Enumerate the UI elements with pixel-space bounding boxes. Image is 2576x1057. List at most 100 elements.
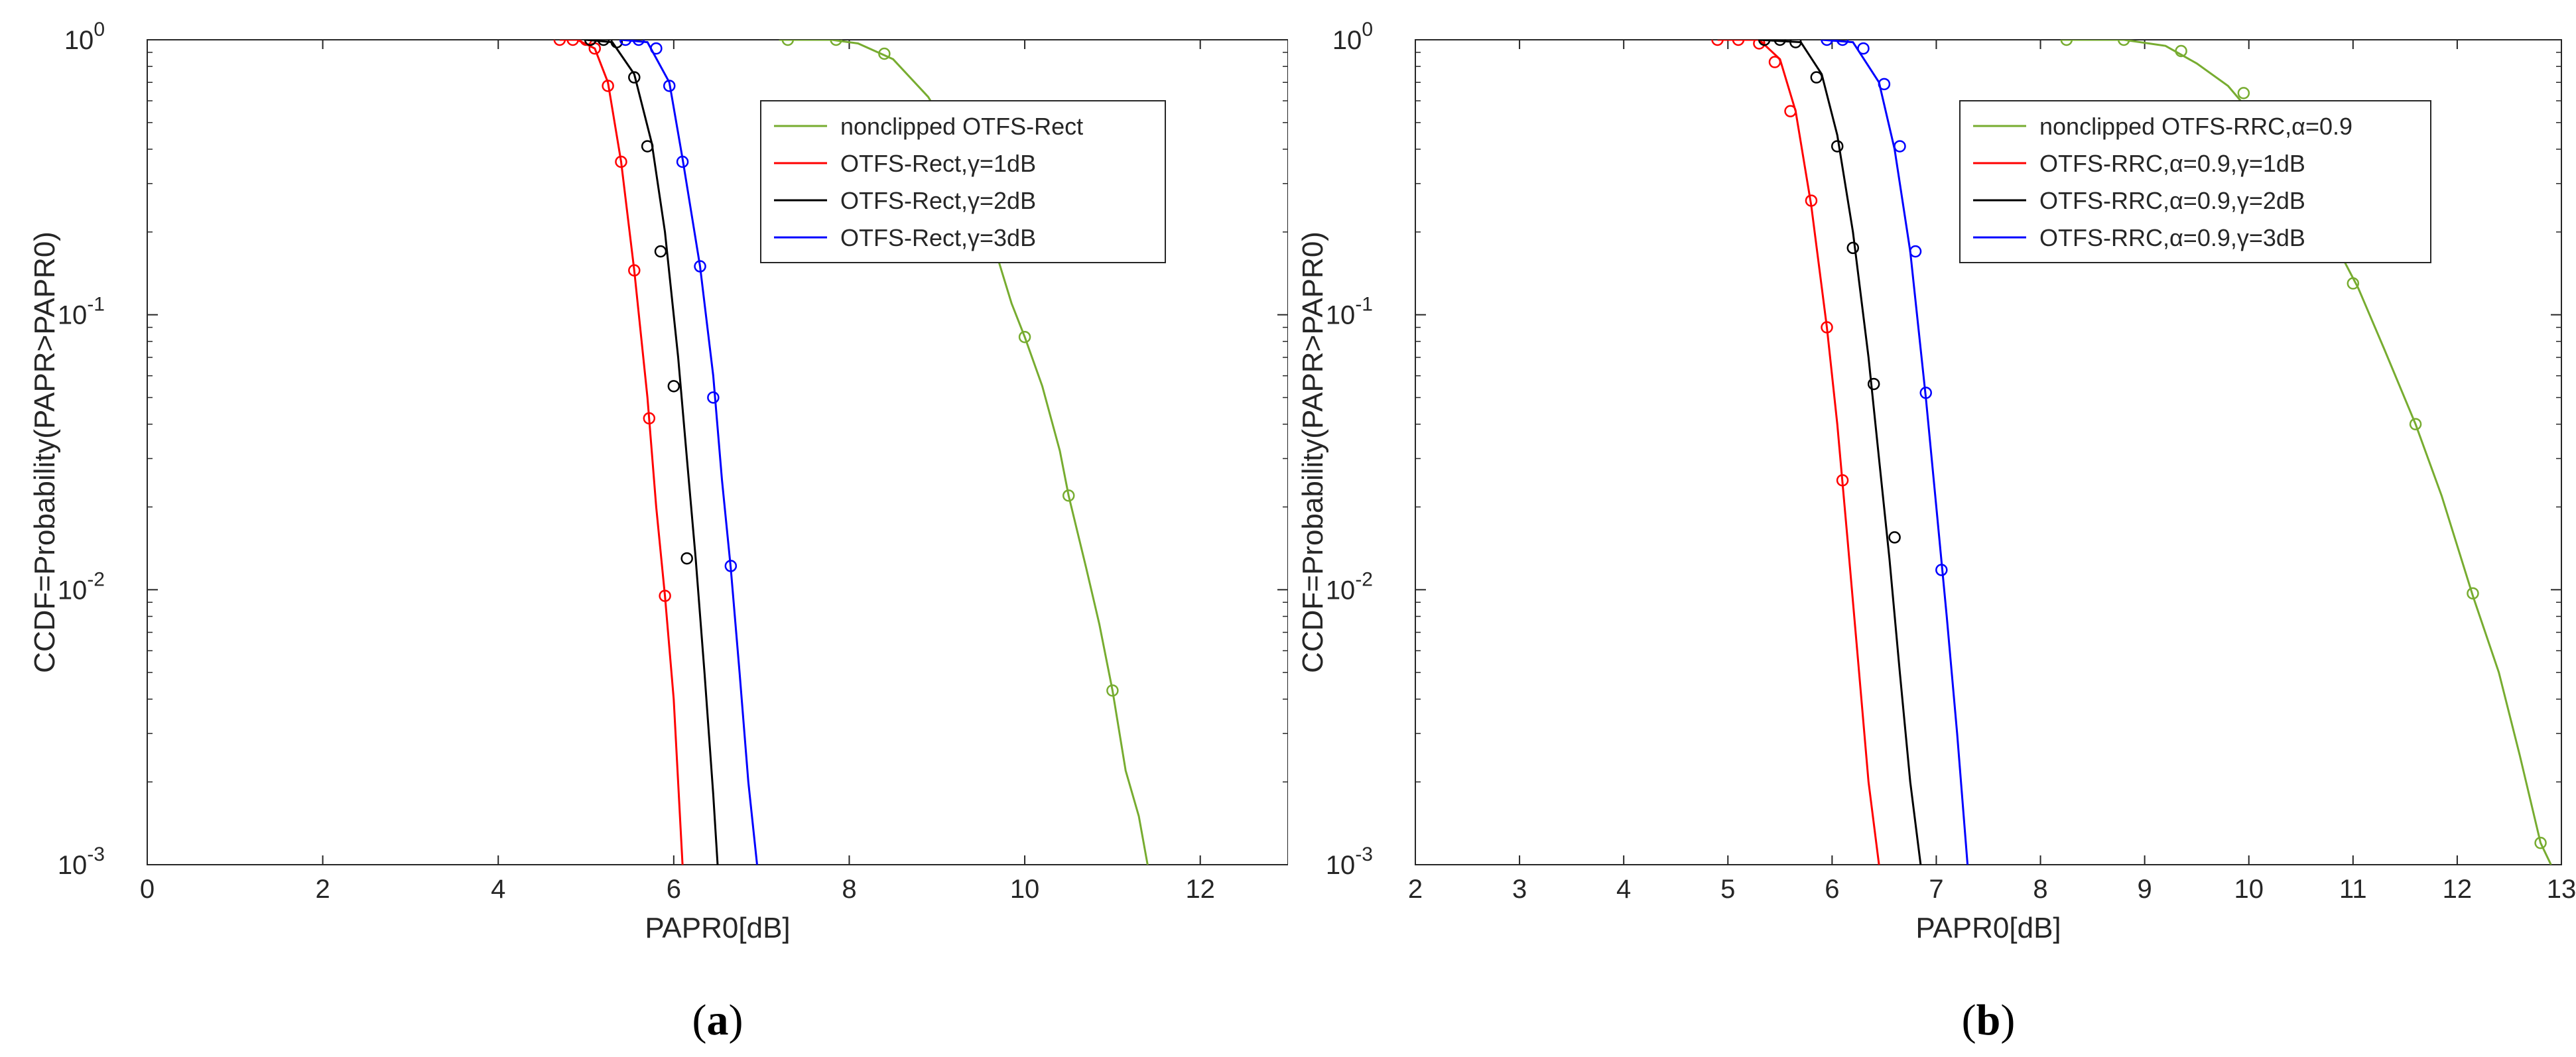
x-tick-label: 9 bbox=[2138, 875, 2152, 904]
series-marker-2 bbox=[1758, 40, 1771, 46]
series-marker-1 bbox=[1784, 105, 1797, 117]
x-tick-label: 0 bbox=[140, 875, 155, 904]
legend-label-0: nonclipped OTFS-RRC,α=0.9 bbox=[2039, 113, 2352, 140]
x-axis-label: PAPR0[dB] bbox=[645, 912, 790, 944]
y-tick-label: 100 bbox=[1332, 19, 1373, 55]
y-tick-label: 10-1 bbox=[1326, 294, 1373, 330]
series-marker-0 bbox=[2060, 40, 2073, 46]
x-tick-label: 10 bbox=[2234, 875, 2264, 904]
y-tick-exponent: -2 bbox=[87, 568, 105, 590]
legend-label-1: OTFS-Rect,γ=1dB bbox=[840, 150, 1036, 177]
y-axis-label: CCDF=Probability(PAPR>PAPR0) bbox=[29, 231, 61, 673]
legend-label-2: OTFS-Rect,γ=2dB bbox=[840, 187, 1036, 214]
series-marker-2 bbox=[1846, 241, 1860, 255]
series-marker-1 bbox=[580, 40, 592, 46]
series-marker-0 bbox=[2237, 87, 2250, 99]
legend-label-3: OTFS-RRC,α=0.9,γ=3dB bbox=[2039, 224, 2305, 251]
y-tick-exponent: -2 bbox=[1355, 568, 1373, 590]
series-marker-0 bbox=[781, 40, 795, 46]
series-marker-2 bbox=[667, 380, 680, 393]
series-marker-0 bbox=[2175, 44, 2187, 58]
series-marker-3 bbox=[632, 40, 645, 46]
x-tick-label: 2 bbox=[315, 875, 330, 904]
chart-panel-a: 0 2 4 6 8 10 12 100 10-1 10-2 10-3 PAPR0[dB] CCDF=Pr… bbox=[0, 0, 1289, 1054]
series-marker-0 bbox=[2117, 40, 2130, 46]
series-marker-3 bbox=[1909, 245, 1922, 258]
series-marker-0 bbox=[2409, 418, 2422, 430]
series-marker-3 bbox=[1857, 42, 1870, 55]
series-marker-1 bbox=[1768, 56, 1781, 68]
x-tick-label: 8 bbox=[842, 875, 856, 904]
series-marker-2 bbox=[1888, 531, 1901, 544]
series-marker-1 bbox=[659, 590, 671, 602]
series-marker-2 bbox=[1810, 71, 1823, 84]
legend: nonclipped OTFS-Rect OTFS-Rect,γ=1dB OTFS-… bbox=[760, 100, 1166, 263]
caption-open-paren: ( bbox=[692, 996, 707, 1044]
series-marker-3 bbox=[694, 260, 706, 273]
y-tick-base: 10 bbox=[1332, 26, 1362, 55]
series-line-2 bbox=[1759, 40, 1922, 865]
series-marker-0 bbox=[878, 47, 891, 60]
y-tick-label: 10-3 bbox=[1326, 843, 1373, 880]
y-tick-exponent: 0 bbox=[1362, 19, 1373, 40]
series-marker-2 bbox=[1773, 40, 1787, 46]
series-marker-0 bbox=[1106, 684, 1119, 697]
panel-caption: (a) bbox=[692, 996, 743, 1044]
series-marker-1 bbox=[566, 40, 579, 46]
series-marker-3 bbox=[1821, 40, 1833, 46]
x-tick-label: 12 bbox=[2443, 875, 2473, 904]
series-marker-2 bbox=[641, 140, 654, 153]
series-marker-3 bbox=[663, 80, 676, 92]
series-marker-1 bbox=[628, 264, 641, 277]
legend-box bbox=[1959, 100, 2431, 263]
series-marker-0 bbox=[2347, 277, 2360, 290]
panel-caption: (b) bbox=[1962, 996, 2016, 1044]
series-line-3 bbox=[621, 40, 758, 865]
y-tick-exponent: -1 bbox=[1355, 294, 1373, 316]
series-marker-1 bbox=[602, 80, 614, 92]
y-tick-base: 10 bbox=[1326, 851, 1356, 880]
series-marker-2 bbox=[1831, 140, 1844, 153]
series-marker-2 bbox=[628, 71, 641, 84]
series-marker-3 bbox=[724, 560, 738, 572]
series-marker-1 bbox=[615, 155, 627, 168]
x-tick-label: 3 bbox=[1512, 875, 1527, 904]
caption-close-paren: ) bbox=[2000, 996, 2015, 1044]
series-marker-0 bbox=[1062, 489, 1075, 502]
series-marker-3 bbox=[1935, 564, 1948, 576]
y-tick-label: 10-3 bbox=[58, 843, 105, 880]
x-tick-label: 4 bbox=[1616, 875, 1631, 904]
legend-box bbox=[760, 100, 1166, 263]
x-tick-label: 12 bbox=[1185, 875, 1215, 904]
chart-panel-b: 2 3 4 5 6 7 8 9 10 11 12 13 100 10-1 10-2 10-3 PAPR0[dB]… bbox=[1288, 0, 2576, 1054]
x-tick-label: 4 bbox=[491, 875, 505, 904]
y-tick-base: 10 bbox=[58, 576, 88, 605]
series-group bbox=[553, 40, 1149, 865]
series-marker-3 bbox=[650, 42, 663, 55]
legend-label-0: nonclipped OTFS-Rect bbox=[840, 113, 1083, 140]
series-marker-1 bbox=[553, 40, 566, 46]
series-line-0 bbox=[2061, 40, 2552, 865]
series-line-3 bbox=[1821, 40, 1969, 865]
y-axis-label: CCDF=Probability(PAPR>PAPR0) bbox=[1297, 231, 1329, 673]
series-marker-3 bbox=[707, 391, 720, 404]
series-line-2 bbox=[586, 40, 719, 865]
x-tick-label: 2 bbox=[1408, 875, 1423, 904]
chart-a-svg: 0 2 4 6 8 10 1210010-110-210-3PAPR0[dB]CCDF=Pr… bbox=[29, 19, 1289, 1044]
x-tick-label: 6 bbox=[667, 875, 681, 904]
series-marker-1 bbox=[1805, 194, 1818, 207]
legend-label-3: OTFS-Rect,γ=3dB bbox=[840, 224, 1036, 251]
y-tick-base: 10 bbox=[1326, 576, 1356, 605]
chart-b-svg: 2 3 4 5 6 7 8 9 10 11 12 1310010-110-210-3PAPR0[dB]… bbox=[1297, 19, 2576, 1044]
caption-letter: b bbox=[1976, 996, 2001, 1044]
series-marker-3 bbox=[619, 40, 632, 46]
series-marker-0 bbox=[2534, 836, 2547, 849]
x-tick-label: 8 bbox=[2033, 875, 2047, 904]
y-tick-exponent: -1 bbox=[87, 294, 105, 316]
series-marker-3 bbox=[1919, 387, 1932, 399]
series-marker-1 bbox=[1836, 474, 1849, 487]
series-marker-2 bbox=[597, 40, 610, 46]
y-tick-exponent: -3 bbox=[87, 843, 105, 865]
y-tick-base: 10 bbox=[1326, 301, 1356, 330]
x-tick-label: 7 bbox=[1929, 875, 1943, 904]
